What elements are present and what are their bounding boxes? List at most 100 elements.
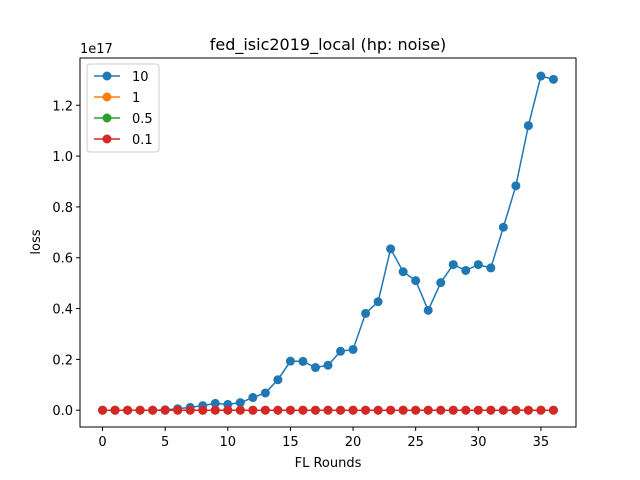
data-point — [210, 405, 220, 415]
y-tick-label: 1.2 — [52, 99, 73, 114]
data-point — [336, 346, 346, 356]
y-tick-label: 0.8 — [52, 201, 73, 216]
legend-marker — [102, 134, 112, 144]
y-tick-label: 1.0 — [52, 150, 73, 165]
data-point — [323, 360, 333, 370]
data-point — [185, 405, 195, 415]
data-point — [98, 405, 108, 415]
data-point — [486, 405, 496, 415]
legend-marker — [102, 71, 112, 81]
plot-area — [98, 71, 558, 415]
y-axis-label: loss — [29, 229, 44, 254]
data-point — [473, 260, 483, 270]
legend-marker — [102, 92, 112, 102]
data-point — [273, 375, 283, 385]
x-tick-label: 10 — [220, 435, 237, 450]
data-point — [148, 405, 158, 415]
data-point — [498, 222, 508, 232]
data-point — [198, 405, 208, 415]
data-point — [110, 405, 120, 415]
data-point — [411, 405, 421, 415]
data-point — [361, 405, 371, 415]
data-point — [386, 244, 396, 254]
data-point — [436, 278, 446, 288]
data-point — [348, 344, 358, 354]
data-point — [160, 405, 170, 415]
x-tick-label: 20 — [345, 435, 362, 450]
legend-item: 0.1 — [94, 133, 153, 148]
data-point — [235, 405, 245, 415]
data-point — [461, 265, 471, 275]
data-point — [548, 405, 558, 415]
data-point — [173, 405, 183, 415]
data-point — [260, 388, 270, 398]
data-point — [235, 398, 245, 408]
x-tick-label: 15 — [282, 435, 299, 450]
y-tick-label: 0.0 — [52, 404, 73, 419]
data-point — [498, 405, 508, 415]
data-point — [310, 405, 320, 415]
y-tick-label: 0.4 — [52, 303, 73, 318]
data-point — [285, 356, 295, 366]
data-point — [423, 405, 433, 415]
data-point — [373, 297, 383, 307]
data-point — [511, 405, 521, 415]
data-point — [473, 405, 483, 415]
y-tick-label: 0.2 — [52, 353, 73, 368]
chart-title: fed_isic2019_local (hp: noise) — [210, 35, 447, 55]
data-point — [398, 405, 408, 415]
data-point — [210, 398, 220, 408]
legend-item: 0.5 — [94, 112, 153, 127]
x-tick-label: 5 — [161, 435, 169, 450]
x-axis: 0 5 10 15 20 25 30 35 — [98, 427, 549, 450]
y-tick-label: 0.6 — [52, 252, 73, 267]
data-point — [436, 405, 446, 415]
data-point — [298, 405, 308, 415]
data-point — [310, 363, 320, 373]
data-point — [223, 405, 233, 415]
data-point — [448, 260, 458, 270]
y-offset-label: 1e17 — [80, 42, 113, 57]
data-point — [423, 305, 433, 315]
x-axis-label: FL Rounds — [295, 456, 362, 471]
data-point — [523, 405, 533, 415]
legend-item: 1 — [94, 91, 140, 106]
series-0.1 — [98, 405, 558, 415]
legend-item: 10 — [94, 70, 149, 85]
data-point — [248, 393, 258, 403]
axes-frame — [79, 57, 577, 428]
legend-label: 10 — [132, 70, 149, 85]
data-point — [398, 267, 408, 277]
x-tick-label: 35 — [533, 435, 550, 450]
x-tick-label: 0 — [98, 435, 106, 450]
legend-label: 0.5 — [132, 112, 153, 127]
data-point — [536, 71, 546, 81]
data-point — [298, 356, 308, 366]
data-point — [461, 405, 471, 415]
legend-label: 1 — [132, 91, 140, 106]
data-point — [123, 405, 133, 415]
data-point — [323, 405, 333, 415]
x-tick-label: 30 — [470, 435, 487, 450]
data-point — [336, 405, 346, 415]
data-point — [536, 405, 546, 415]
legend-box — [86, 63, 160, 153]
data-point — [523, 121, 533, 131]
data-point — [285, 405, 295, 415]
data-point — [373, 405, 383, 415]
data-point — [548, 74, 558, 84]
data-point — [448, 405, 458, 415]
data-point — [260, 405, 270, 415]
data-point — [273, 405, 283, 415]
data-point — [248, 405, 258, 415]
data-point — [135, 405, 145, 415]
data-point — [511, 181, 521, 191]
data-point — [386, 405, 396, 415]
x-tick-label: 25 — [407, 435, 424, 450]
legend-label: 0.1 — [132, 133, 153, 148]
data-point — [361, 308, 371, 318]
data-point — [486, 263, 496, 273]
data-point — [411, 276, 421, 286]
legend: 10 1 0.5 0.1 — [86, 63, 160, 153]
